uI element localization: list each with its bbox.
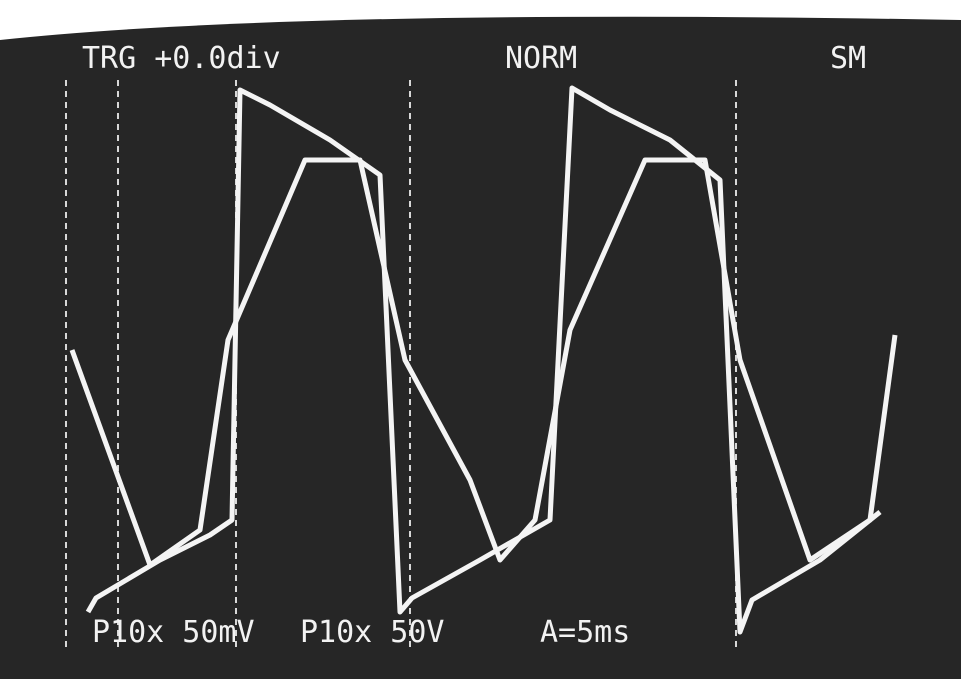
waveform-voltage [85, 85, 882, 635]
acquisition-label: SM [830, 41, 866, 76]
trigger-label: TRG +0.0div [82, 41, 281, 76]
waveform-current [69, 157, 898, 568]
screen-area [0, 16, 961, 679]
channel-1-label: P10x 50mV [92, 615, 255, 650]
channel-2-label: P10x 50V [300, 615, 445, 650]
mode-label: NORM [505, 41, 577, 76]
timebase-label: A=5ms [540, 615, 630, 650]
